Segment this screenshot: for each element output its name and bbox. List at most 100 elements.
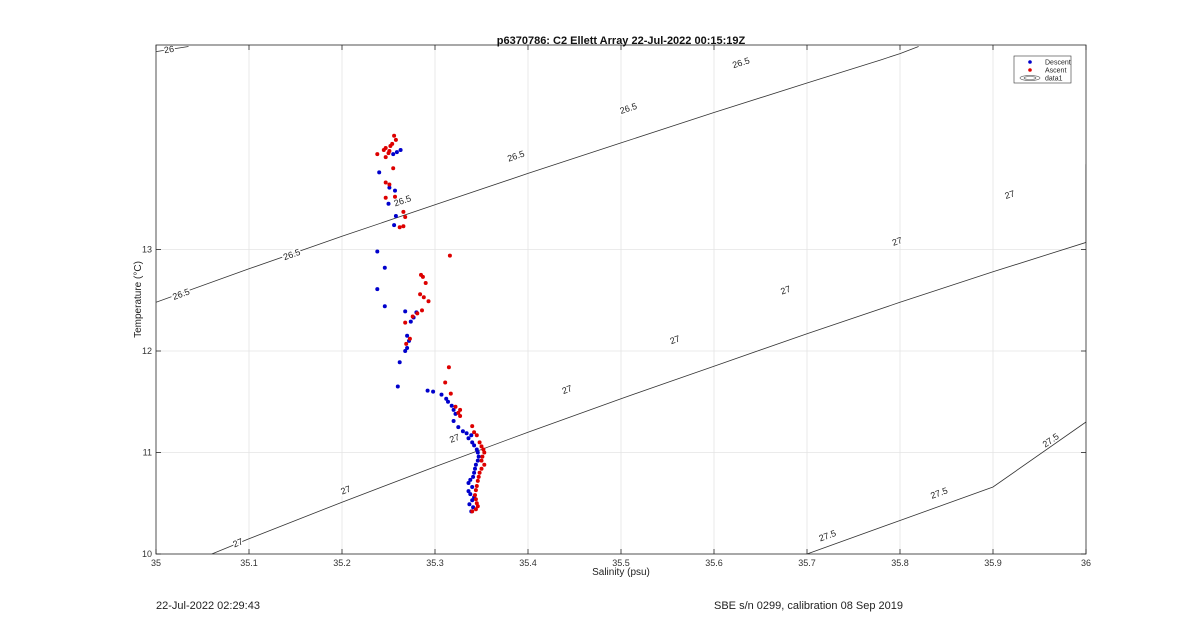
data-point-descent — [466, 436, 471, 441]
data-point-ascent — [458, 407, 463, 412]
data-point-ascent — [388, 144, 393, 148]
data-point-descent — [405, 333, 410, 338]
legend-box — [1013, 55, 1072, 84]
density-contour-line — [156, 46, 189, 52]
x-tick-label: 36 — [1081, 558, 1091, 568]
data-point-ascent — [470, 509, 475, 514]
data-point-descent — [468, 492, 473, 497]
data-point-descent — [469, 433, 474, 438]
data-point-descent — [446, 399, 450, 404]
data-point-ascent — [418, 292, 423, 297]
data-point-ascent — [472, 430, 477, 435]
data-point-ascent — [386, 151, 391, 156]
data-point-descent — [377, 170, 382, 175]
density-contour-line — [211, 164, 1086, 554]
legend-label-data1: data1 — [1045, 76, 1063, 83]
data-point-ascent — [392, 133, 397, 138]
data-point-ascent — [474, 484, 479, 488]
x-tick-label: 35.1 — [240, 558, 258, 568]
data-point-ascent — [474, 433, 479, 438]
data-point-ascent — [383, 155, 388, 160]
data-point-descent — [392, 223, 397, 228]
data-point-ascent — [479, 444, 484, 449]
chart-title: p6370786: C2 Ellett Array 22-Jul-2022 00… — [497, 35, 746, 47]
data-point-descent — [444, 396, 449, 401]
data-point-descent — [382, 304, 387, 309]
data-point-ascent — [401, 209, 406, 214]
y-axis-label: Temperature (°C) — [133, 261, 144, 338]
x-tick-label: 35.6 — [705, 558, 723, 568]
data-point-descent — [471, 505, 476, 510]
data-point-ascent — [477, 440, 482, 445]
data-point-descent — [403, 309, 408, 314]
x-tick-label: 35 — [151, 558, 161, 568]
data-point-descent — [460, 429, 465, 434]
data-point-descent — [451, 419, 456, 423]
data-point-descent — [395, 384, 400, 389]
data-point-descent — [397, 360, 402, 365]
data-point-ascent — [458, 414, 463, 418]
data-point-ascent — [403, 320, 408, 325]
data-point-ascent — [479, 458, 484, 463]
data-point-ascent — [387, 182, 392, 187]
data-point-ascent — [410, 314, 415, 319]
y-tick-label: 13 — [142, 245, 152, 255]
data-point-ascent — [475, 478, 480, 483]
data-point-ascent — [453, 404, 458, 409]
data-point-ascent — [482, 450, 487, 455]
data-point-descent — [425, 388, 430, 393]
density-contour-line — [156, 46, 919, 303]
data-point-ascent — [420, 308, 424, 313]
data-point-descent — [408, 319, 413, 324]
data-point-descent — [473, 462, 478, 467]
x-tick-label: 35.3 — [426, 558, 444, 568]
data-point-descent — [398, 148, 403, 152]
legend-marker-descent — [1028, 60, 1032, 64]
data-point-ascent — [475, 504, 480, 509]
data-point-ascent — [473, 497, 478, 502]
data-point-ascent — [420, 274, 425, 279]
series-ascent — [375, 133, 487, 514]
data-point-ascent — [446, 365, 451, 370]
data-point-descent — [466, 489, 471, 494]
data-point-ascent — [401, 224, 406, 229]
data-point-ascent — [456, 410, 461, 415]
data-point-ascent — [448, 391, 453, 396]
data-point-descent — [403, 349, 408, 353]
x-tick-label: 35.7 — [798, 558, 816, 568]
data-point-descent — [451, 407, 456, 412]
data-point-ascent — [476, 474, 481, 479]
x-tick-label: 35.5 — [612, 558, 630, 568]
footer-calibration: SBE s/n 0299, calibration 08 Sep 2019 — [714, 600, 903, 612]
data-point-descent — [468, 477, 473, 482]
legend-label-descent: Descent — [1045, 60, 1071, 67]
data-point-ascent — [473, 507, 478, 512]
y-tick-label: 12 — [142, 346, 152, 356]
footer-timestamp: 22-Jul-2022 02:29:43 — [156, 600, 260, 612]
data-point-descent — [439, 392, 444, 397]
data-point-ascent — [375, 152, 380, 157]
legend-marker-inner — [1023, 76, 1037, 80]
data-point-descent — [464, 431, 469, 436]
contour-label: 27 — [891, 235, 904, 248]
density-contour-line — [806, 421, 1086, 554]
data-point-descent — [476, 454, 481, 459]
data-point-descent — [467, 502, 472, 507]
data-point-ascent — [481, 447, 486, 452]
data-point-descent — [470, 498, 475, 503]
data-point-descent — [470, 440, 475, 445]
legend-marker-data1 — [1019, 75, 1041, 81]
legend-marker-ascent — [1028, 68, 1032, 72]
data-point-ascent — [403, 215, 408, 219]
data-point-ascent — [383, 180, 388, 185]
data-point-descent — [393, 214, 398, 218]
y-tick-label: 11 — [143, 448, 152, 458]
data-point-ascent — [443, 380, 448, 385]
data-point-ascent — [482, 462, 487, 467]
data-point-descent — [475, 458, 480, 463]
data-point-ascent — [470, 424, 475, 429]
data-point-ascent — [393, 137, 398, 142]
x-tick-label: 35.9 — [984, 558, 1002, 568]
